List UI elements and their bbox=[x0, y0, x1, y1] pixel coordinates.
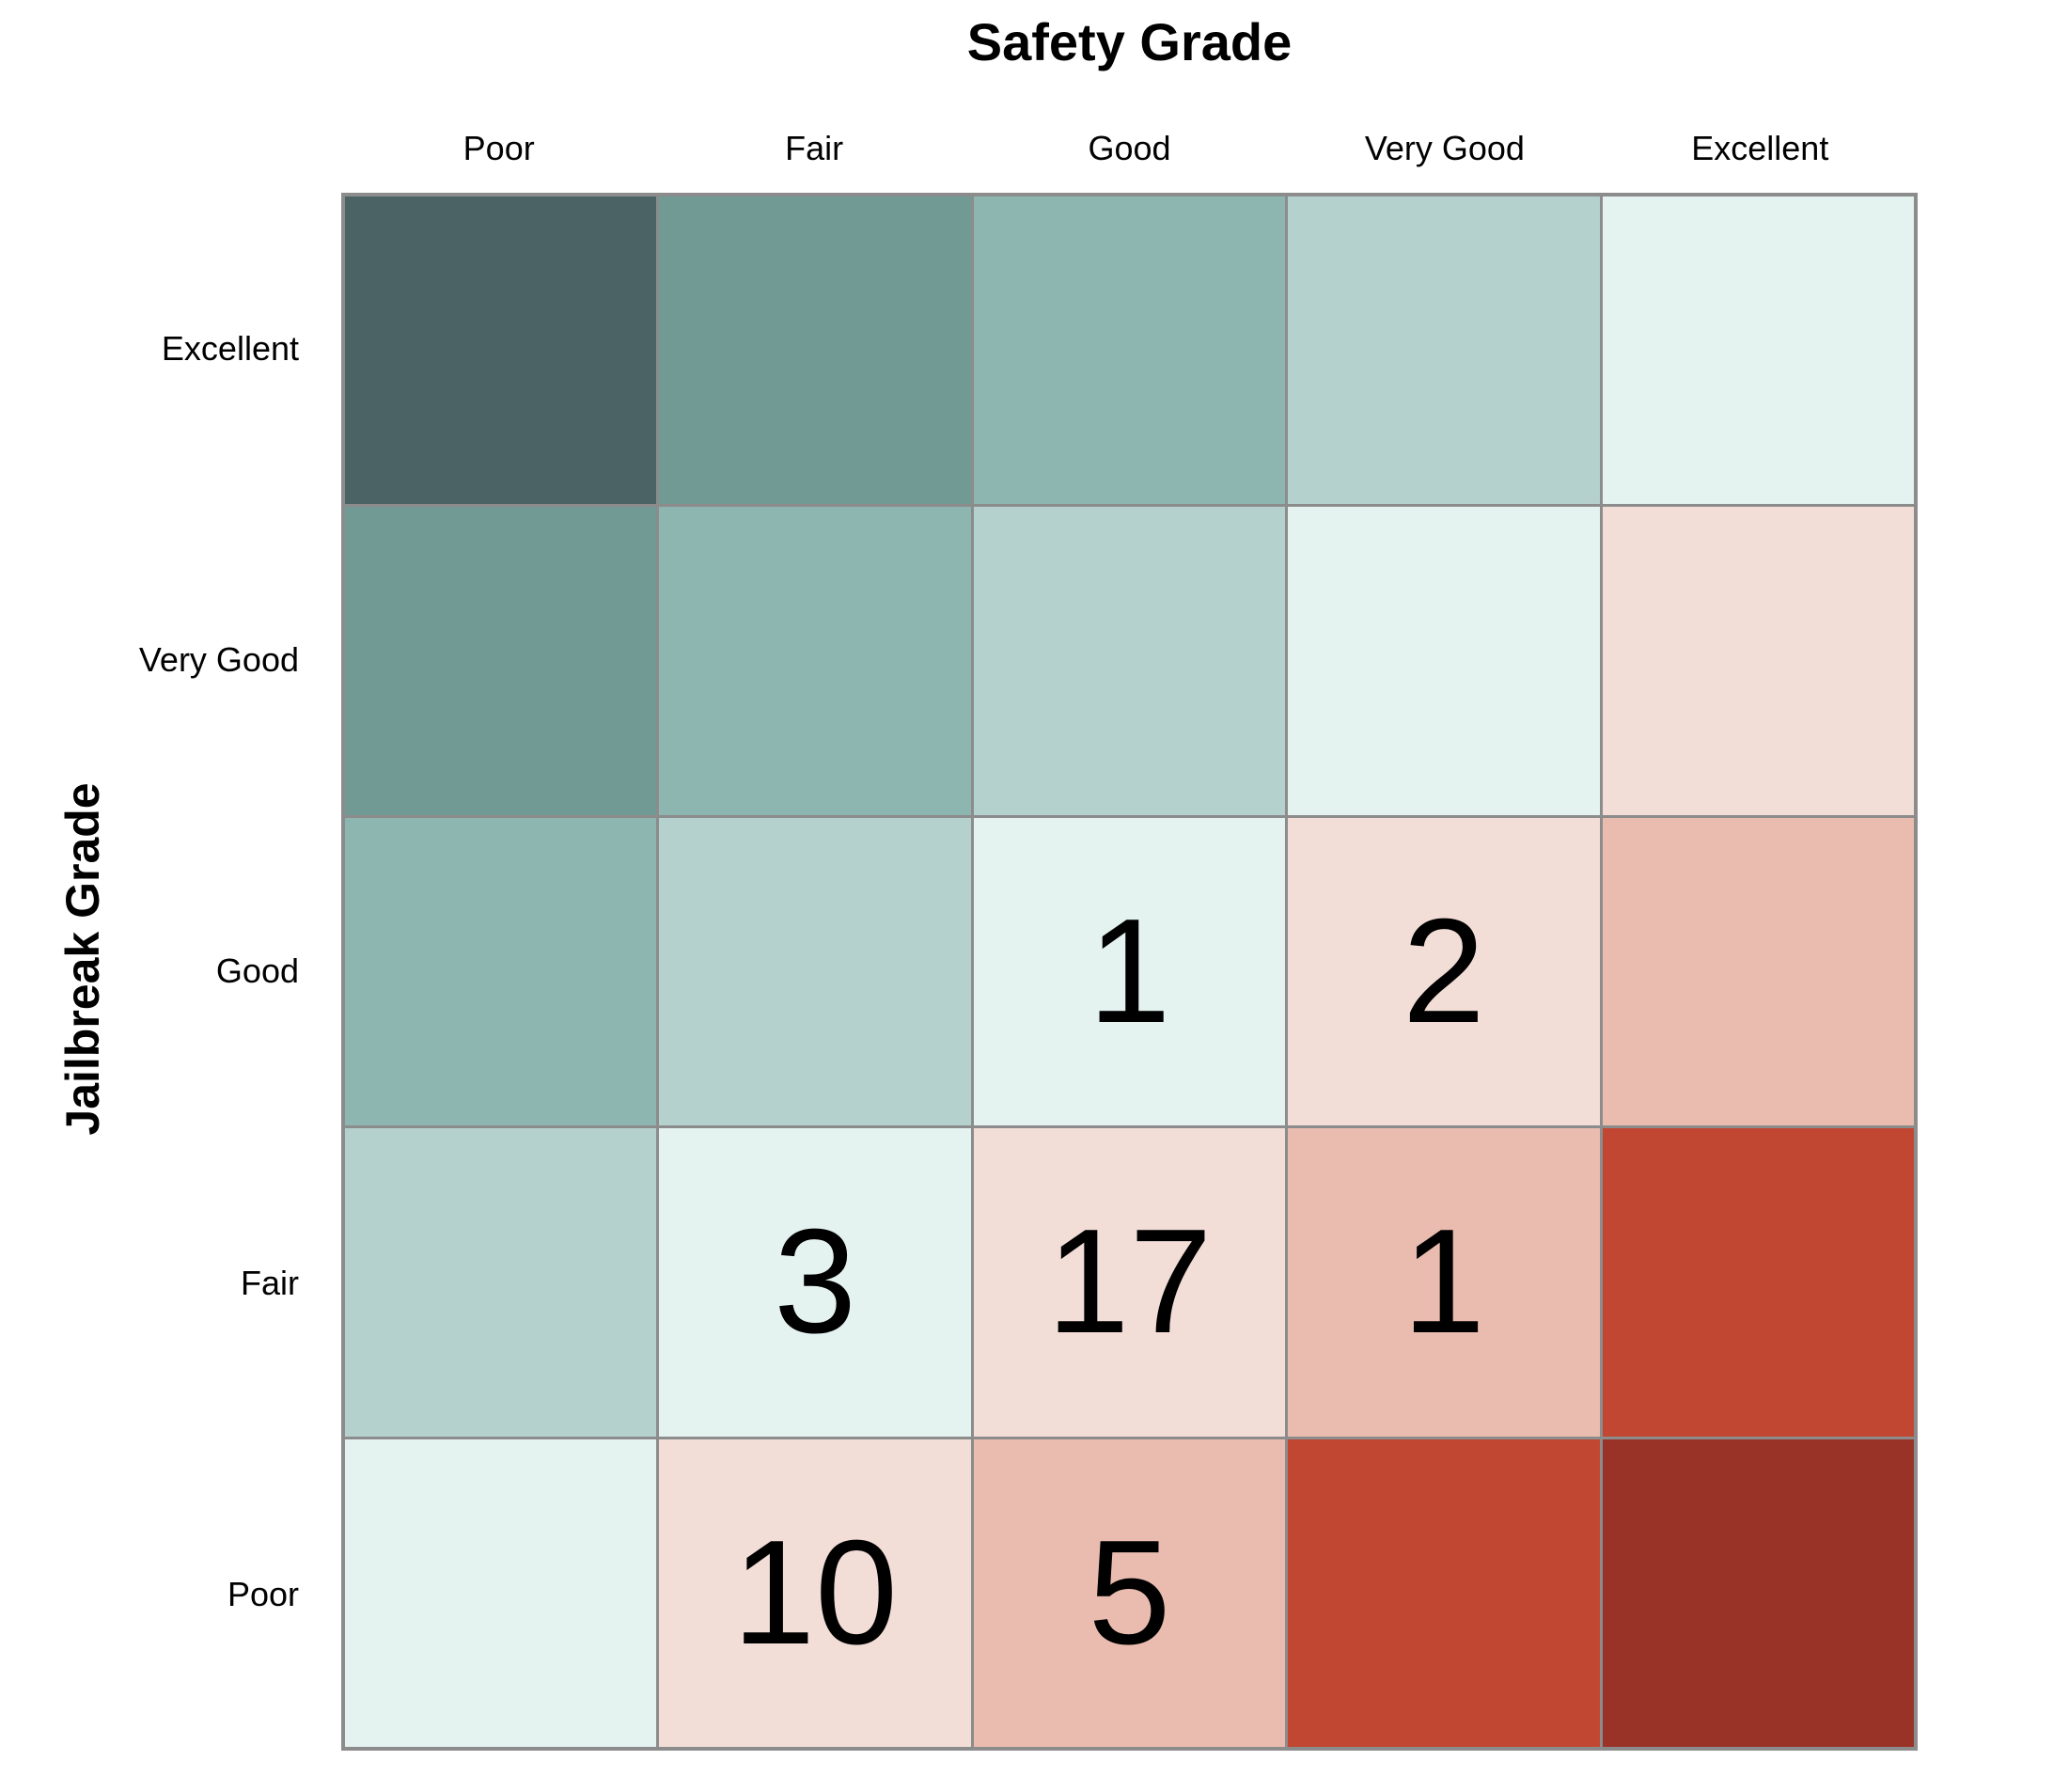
heatmap-cell: 3 bbox=[659, 1128, 971, 1437]
heatmap-cell bbox=[659, 507, 971, 815]
heatmap-cell: 5 bbox=[973, 1438, 1286, 1747]
x-axis-title: Safety Grade bbox=[966, 12, 1293, 71]
heatmap-cell bbox=[1602, 817, 1914, 1126]
heatmap-cell bbox=[345, 507, 657, 815]
heatmap-cell bbox=[1288, 196, 1600, 505]
heatmap-cell bbox=[1602, 1438, 1914, 1747]
x-axis-tick-labels: Poor Fair Good Very Good Excellent bbox=[341, 130, 1918, 167]
heatmap-cell bbox=[1602, 1128, 1914, 1437]
x-tick-label: Fair bbox=[785, 129, 844, 167]
y-tick-label: Fair bbox=[241, 1263, 299, 1302]
heatmap-cell bbox=[659, 817, 971, 1126]
heatmap-cell bbox=[345, 1128, 657, 1437]
heatmap-cell bbox=[973, 196, 1286, 505]
x-tick-label: Very Good bbox=[1364, 129, 1525, 167]
heatmap-cell bbox=[345, 1438, 657, 1747]
heatmap-cell bbox=[973, 507, 1286, 815]
heatmap-cell: 1 bbox=[1288, 1128, 1600, 1437]
y-tick-label: Excellent bbox=[161, 328, 299, 368]
heatmap-cell bbox=[1602, 196, 1914, 505]
x-tick-label: Poor bbox=[462, 129, 535, 167]
y-axis-tick-labels: Excellent Very Good Good Fair Poor bbox=[0, 193, 312, 1751]
y-tick-label: Very Good bbox=[138, 640, 299, 680]
heatmap-cell: 2 bbox=[1288, 817, 1600, 1126]
heatmap-cell: 10 bbox=[659, 1438, 971, 1747]
heatmap-cell bbox=[345, 817, 657, 1126]
heatmap-cell bbox=[659, 196, 971, 505]
heatmap-grid: 1 2 3 17 1 10 5 bbox=[341, 193, 1918, 1751]
heatmap-cell bbox=[1288, 1438, 1600, 1747]
heatmap-cell: 1 bbox=[973, 817, 1286, 1126]
y-axis-title: Jailbreak Grade bbox=[56, 782, 109, 1136]
y-tick-label: Good bbox=[215, 951, 299, 991]
heatmap-cell bbox=[1602, 507, 1914, 815]
heatmap-cell bbox=[1288, 507, 1600, 815]
x-tick-label: Excellent bbox=[1691, 129, 1829, 167]
heatmap-cell bbox=[345, 196, 657, 505]
x-tick-label: Good bbox=[1088, 129, 1171, 167]
heatmap-cell: 17 bbox=[973, 1128, 1286, 1437]
y-tick-label: Poor bbox=[227, 1575, 299, 1614]
